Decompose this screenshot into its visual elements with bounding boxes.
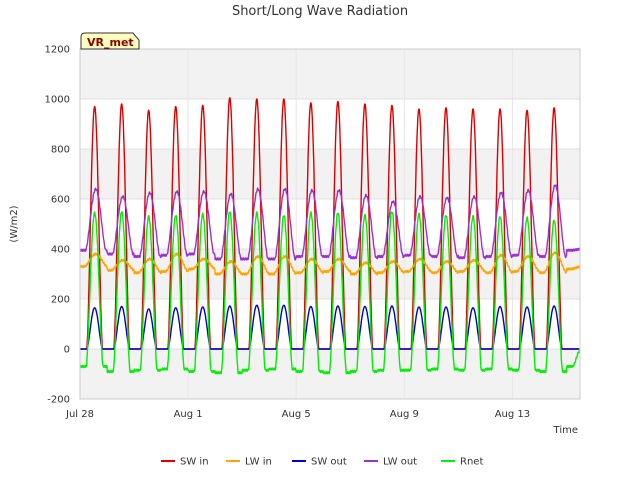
legend-label: LW out bbox=[383, 457, 417, 468]
background-band bbox=[80, 349, 580, 399]
site-badge-box bbox=[80, 32, 140, 50]
y-tick-label: 400 bbox=[51, 245, 70, 256]
x-tick-label: Aug 5 bbox=[282, 409, 311, 420]
series-line-sw-out bbox=[79, 304, 581, 350]
x-tick-labels: Jul 28 Aug 1 Aug 5 Aug 9 Aug 13 bbox=[65, 409, 530, 420]
y-tick-label: 600 bbox=[51, 195, 70, 206]
y-tick-label: 1000 bbox=[45, 95, 70, 106]
legend-label: SW in bbox=[180, 457, 209, 468]
chart-title: Short/Long Wave Radiation bbox=[232, 4, 408, 19]
legend: SW in LW in SW out LW out Rnet bbox=[161, 457, 483, 468]
x-tick-label: Aug 13 bbox=[495, 409, 530, 420]
background-band bbox=[80, 49, 580, 99]
plot-frame bbox=[79, 48, 581, 400]
legend-label: LW in bbox=[245, 457, 272, 468]
series-layer bbox=[79, 97, 581, 375]
x-tick-label: Aug 9 bbox=[390, 409, 419, 420]
y-tick-label: 1200 bbox=[45, 45, 70, 56]
site-badge: VR_met bbox=[80, 32, 140, 50]
y-axis-label: (W/m2) bbox=[9, 205, 20, 242]
y-tick-label: 200 bbox=[51, 295, 70, 306]
y-tick-labels: -200 0 200 400 600 800 1000 1200 bbox=[45, 45, 70, 406]
series-line-lw-out bbox=[79, 184, 581, 261]
y-tick-label: -200 bbox=[47, 395, 70, 406]
x-tick-label: Jul 28 bbox=[65, 409, 94, 420]
background-band bbox=[80, 149, 580, 199]
x-tick-label: Aug 1 bbox=[174, 409, 203, 420]
legend-label: SW out bbox=[311, 457, 347, 468]
legend-label: Rnet bbox=[460, 457, 483, 468]
y-tick-label: 800 bbox=[51, 145, 70, 156]
y-tick-label: 0 bbox=[64, 345, 70, 356]
site-badge-text: VR_met bbox=[87, 36, 134, 49]
series-line-rnet bbox=[79, 211, 581, 375]
x-axis-label: Time bbox=[553, 425, 578, 436]
